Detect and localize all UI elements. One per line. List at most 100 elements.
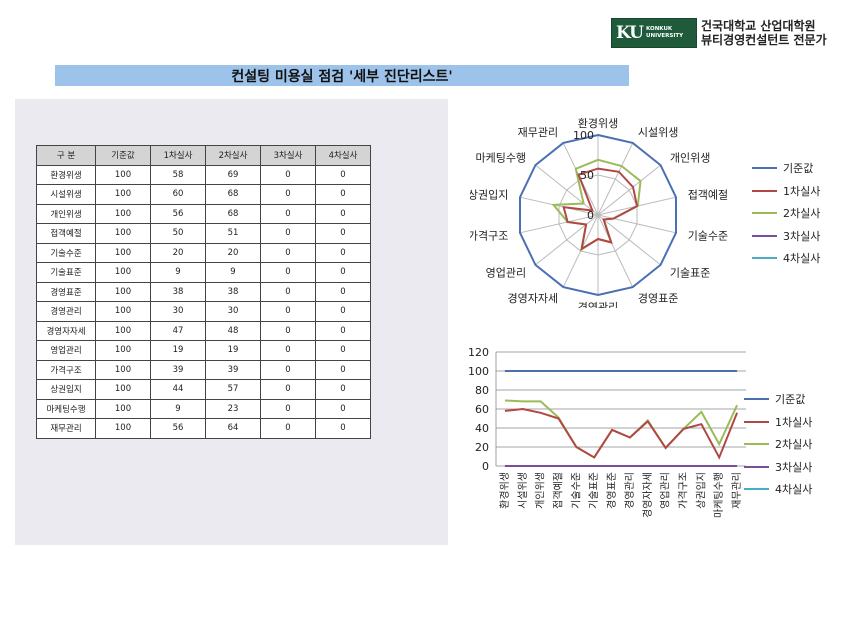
line-series bbox=[504, 407, 738, 460]
radar-category-label: 경영표준 bbox=[638, 292, 678, 305]
x-tick-label: 경영표준 bbox=[605, 472, 618, 509]
value-cell: 0 bbox=[260, 262, 316, 283]
value-cell: 0 bbox=[260, 281, 316, 302]
value-cell: 64 bbox=[205, 418, 261, 439]
column-header: 2차실사 bbox=[205, 145, 261, 166]
row-label-cell: 가격구조 bbox=[36, 359, 96, 380]
legend-item: 3차실사 bbox=[744, 456, 812, 479]
row-label-cell: 영업관리 bbox=[36, 340, 96, 361]
legend-swatch bbox=[752, 212, 777, 215]
table-row: 경영표준 100 38 38 0 0 bbox=[36, 281, 371, 302]
value-cell: 60 bbox=[150, 184, 206, 205]
radar-category-label: 영업관리 bbox=[486, 266, 526, 279]
row-label-cell: 상권입지 bbox=[36, 379, 96, 400]
table-row: 개인위생 100 56 68 0 0 bbox=[36, 203, 371, 224]
x-tick-label: 개인위생 bbox=[534, 472, 547, 509]
table-row: 접객예절 100 50 51 0 0 bbox=[36, 223, 371, 244]
x-tick-label: 상권입지 bbox=[694, 472, 707, 509]
legend-label: 4차실사 bbox=[783, 252, 821, 266]
column-header: 1차실사 bbox=[150, 145, 206, 166]
legend-swatch bbox=[752, 234, 777, 237]
value-cell: 100 bbox=[95, 164, 151, 185]
table-row: 시설위생 100 60 68 0 0 bbox=[36, 184, 371, 205]
y-tick-label: 0 bbox=[482, 460, 489, 473]
legend-label: 3차실사 bbox=[775, 460, 813, 474]
column-header: 기준값 bbox=[95, 145, 151, 166]
legend-label: 기준값 bbox=[783, 162, 814, 176]
table-row: 재무관리 100 56 64 0 0 bbox=[36, 418, 371, 439]
value-cell: 39 bbox=[205, 359, 261, 380]
value-cell: 0 bbox=[315, 418, 371, 439]
value-cell: 0 bbox=[260, 379, 316, 400]
radar-series-line bbox=[551, 158, 642, 252]
x-tick-label: 접객예절 bbox=[552, 472, 565, 509]
radar-series-line bbox=[519, 133, 677, 297]
value-cell: 69 bbox=[205, 164, 261, 185]
value-cell: 38 bbox=[205, 281, 261, 302]
value-cell: 0 bbox=[260, 301, 316, 322]
value-cell: 0 bbox=[260, 223, 316, 244]
value-cell: 0 bbox=[315, 320, 371, 341]
value-cell: 0 bbox=[260, 184, 316, 205]
value-cell: 9 bbox=[150, 262, 206, 283]
row-label-cell: 경영자자세 bbox=[36, 320, 96, 341]
value-cell: 48 bbox=[205, 320, 261, 341]
value-cell: 68 bbox=[205, 184, 261, 205]
value-cell: 100 bbox=[95, 340, 151, 361]
radar-grid-ring bbox=[558, 174, 638, 256]
value-cell: 100 bbox=[95, 281, 151, 302]
radar-series-line bbox=[562, 167, 639, 251]
table-header-row: 구 분 기준값 1차실사 2차실사 3차실사 4차실사 bbox=[36, 145, 371, 166]
x-tick-label: 경영관리 bbox=[623, 472, 636, 509]
value-cell: 0 bbox=[315, 164, 371, 185]
logo-mark: KU bbox=[616, 23, 644, 43]
value-cell: 100 bbox=[95, 379, 151, 400]
value-cell: 100 bbox=[95, 359, 151, 380]
x-tick-label: 시설위생 bbox=[516, 472, 529, 509]
value-cell: 51 bbox=[205, 223, 261, 244]
value-cell: 44 bbox=[150, 379, 206, 400]
row-label-cell: 기술수준 bbox=[36, 242, 96, 263]
value-cell: 0 bbox=[315, 184, 371, 205]
legend-label: 2차실사 bbox=[775, 438, 813, 452]
table-row: 경영자자세 100 47 48 0 0 bbox=[36, 320, 371, 341]
legend-item: 기준값 bbox=[744, 388, 812, 411]
row-label-cell: 시설위생 bbox=[36, 184, 96, 205]
table-row: 환경위생 100 58 69 0 0 bbox=[36, 164, 371, 185]
legend-item: 4차실사 bbox=[744, 478, 812, 501]
value-cell: 100 bbox=[95, 184, 151, 205]
radar-category-label: 시설위생 bbox=[638, 126, 678, 139]
radar-category-label: 기술수준 bbox=[688, 229, 728, 242]
radar-tick-label: 100 bbox=[573, 129, 594, 142]
value-cell: 57 bbox=[205, 379, 261, 400]
value-cell: 39 bbox=[150, 359, 206, 380]
value-cell: 47 bbox=[150, 320, 206, 341]
x-tick-label: 환경위생 bbox=[498, 472, 511, 509]
value-cell: 100 bbox=[95, 262, 151, 283]
legend-item: 1차실사 bbox=[744, 411, 812, 434]
radar-category-label: 경영관리 bbox=[578, 301, 618, 308]
radar-category-label: 상권입지 bbox=[470, 189, 508, 202]
value-cell: 0 bbox=[315, 223, 371, 244]
table-row: 기술수준 100 20 20 0 0 bbox=[36, 242, 371, 263]
value-cell: 0 bbox=[260, 340, 316, 361]
table-row: 경영관리 100 30 30 0 0 bbox=[36, 301, 371, 322]
radar-category-label: 재무관리 bbox=[518, 126, 558, 139]
legend-item: 1차실사 bbox=[752, 180, 820, 203]
x-tick-label: 기술수준 bbox=[570, 472, 582, 509]
value-cell: 38 bbox=[150, 281, 206, 302]
x-tick-label: 기술표준 bbox=[588, 472, 600, 509]
table-row: 기술표준 100 9 9 0 0 bbox=[36, 262, 371, 283]
legend-swatch bbox=[744, 443, 769, 446]
legend-item: 3차실사 bbox=[752, 225, 820, 248]
value-cell: 0 bbox=[315, 359, 371, 380]
y-tick-label: 20 bbox=[475, 441, 489, 454]
table-row: 영업관리 100 19 19 0 0 bbox=[36, 340, 371, 361]
logo-wordmark: KONKUK UNIVERSITY bbox=[646, 26, 683, 40]
x-tick-label: 경영자자세 bbox=[641, 472, 654, 518]
value-cell: 0 bbox=[315, 242, 371, 263]
row-label-cell: 재무관리 bbox=[36, 418, 96, 439]
value-cell: 100 bbox=[95, 398, 151, 419]
organization-name: 건국대학교 산업대학원 뷰티경영컨설턴트 전문가 bbox=[701, 19, 827, 47]
